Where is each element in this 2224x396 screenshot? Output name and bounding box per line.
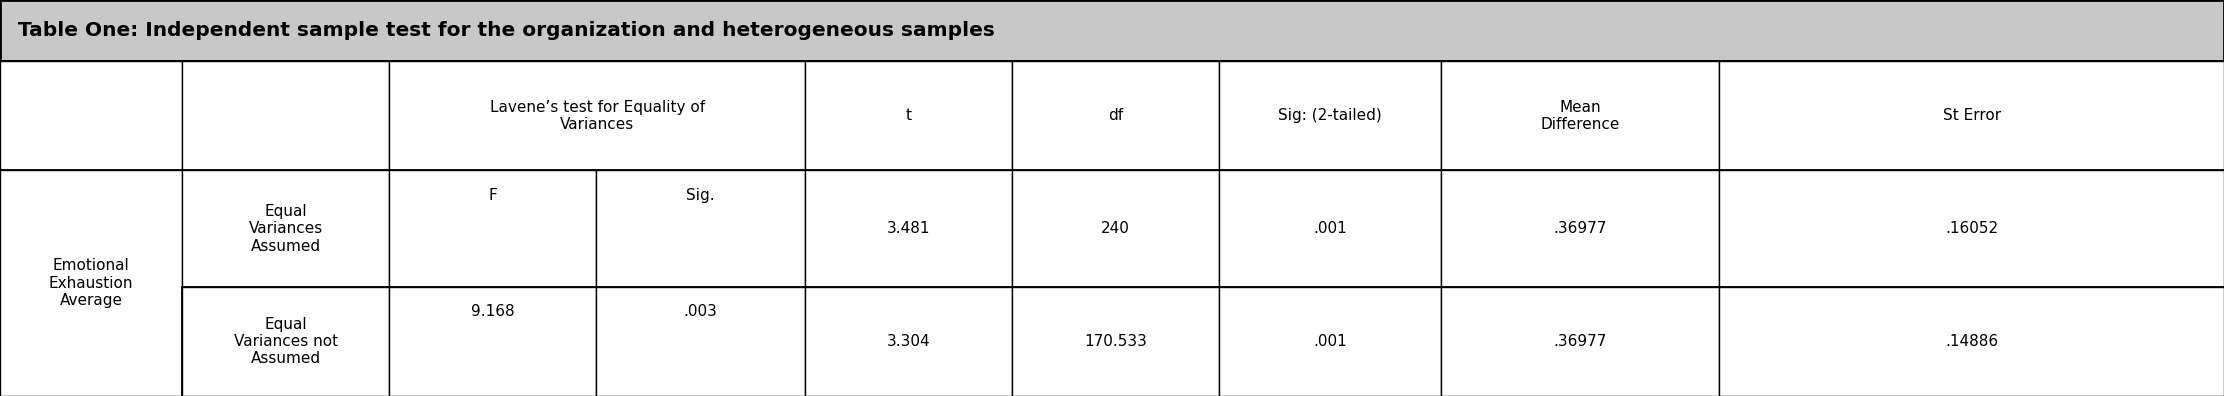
Bar (1441, 61, 1719, 170)
Text: Lavene’s test for Equality of
Variances: Lavene’s test for Equality of Variances (489, 100, 705, 132)
Text: St Error: St Error (1942, 109, 2002, 123)
Text: F: F (489, 188, 496, 204)
Text: 3.304: 3.304 (887, 334, 930, 349)
Text: Sig.: Sig. (687, 188, 714, 204)
Bar (1719, 61, 2224, 170)
Text: .001: .001 (1312, 334, 1348, 349)
Text: Equal
Variances not
Assumed: Equal Variances not Assumed (234, 317, 338, 366)
Bar (0, 170, 182, 396)
Bar (1012, 170, 1219, 287)
Bar (1012, 61, 1219, 170)
Text: Equal
Variances
Assumed: Equal Variances Assumed (249, 204, 322, 253)
Bar (805, 170, 1012, 287)
Bar (0, 61, 182, 170)
Bar (182, 61, 389, 170)
Text: 9.168: 9.168 (471, 304, 514, 318)
Text: .16052: .16052 (1946, 221, 1997, 236)
Text: Emotional
Exhaustion
Average: Emotional Exhaustion Average (49, 258, 133, 308)
Text: 3.481: 3.481 (887, 221, 930, 236)
Bar (596, 287, 805, 396)
Text: Mean
Difference: Mean Difference (1541, 100, 1619, 132)
Text: .36977: .36977 (1555, 334, 1606, 349)
Text: 170.533: 170.533 (1083, 334, 1148, 349)
Bar (0, 0, 2224, 61)
Bar (1219, 170, 1441, 287)
Bar (0, 170, 2224, 287)
Bar (1012, 287, 1219, 396)
Bar (1441, 170, 1719, 287)
Text: Table One: Independent sample test for the organization and heterogeneous sample: Table One: Independent sample test for t… (18, 21, 994, 40)
Bar (389, 170, 596, 287)
Bar (389, 61, 805, 170)
Bar (1441, 287, 1719, 396)
Text: .001: .001 (1312, 221, 1348, 236)
Bar (182, 170, 389, 287)
Text: .14886: .14886 (1946, 334, 1997, 349)
Bar (1219, 287, 1441, 396)
Bar (182, 287, 389, 396)
Bar (1219, 61, 1441, 170)
Bar (0, 61, 2224, 170)
Text: .003: .003 (683, 304, 718, 318)
Bar (805, 287, 1012, 396)
Text: t: t (905, 109, 912, 123)
Bar (1719, 170, 2224, 287)
Text: .36977: .36977 (1555, 221, 1606, 236)
Bar (596, 170, 805, 287)
Text: Sig: (2-tailed): Sig: (2-tailed) (1279, 109, 1381, 123)
Bar (389, 287, 596, 396)
Text: df: df (1108, 109, 1123, 123)
Bar (182, 287, 2224, 396)
Bar (805, 61, 1012, 170)
Bar (1719, 287, 2224, 396)
Text: 240: 240 (1101, 221, 1130, 236)
